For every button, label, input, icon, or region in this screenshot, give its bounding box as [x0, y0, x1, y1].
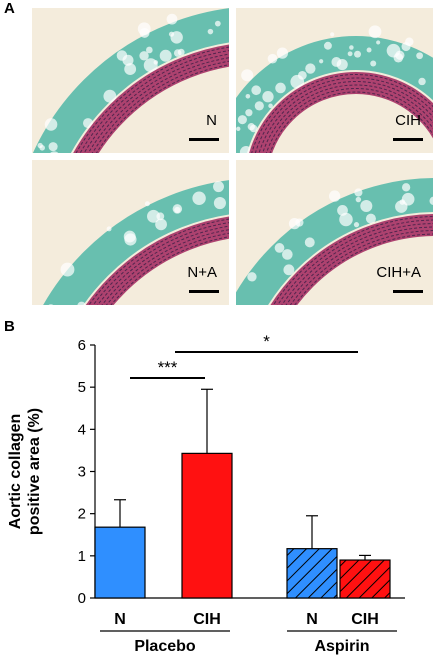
significance-label: *** [158, 358, 178, 377]
y-tick-label: 2 [78, 506, 86, 523]
micrograph-label: N [206, 112, 217, 129]
group-label: Aspirin [314, 638, 369, 655]
bar-3 [339, 559, 391, 599]
group-label: Placebo [134, 638, 196, 655]
bar-2 [286, 548, 338, 599]
scale-bar [393, 290, 423, 293]
micrograph-n-a: N+A [32, 160, 229, 305]
micrograph-label: N+A [187, 264, 217, 281]
y-tick-label: 4 [78, 421, 86, 438]
micrograph-cih-a: CIH+A [236, 160, 433, 305]
scale-bar [189, 138, 219, 141]
micrograph-label: CIH [395, 112, 421, 129]
y-tick-label: 1 [78, 548, 86, 565]
y-tick-label: 6 [78, 337, 86, 354]
category-label: N [306, 611, 318, 628]
micrograph-image [236, 8, 433, 153]
scale-bar [189, 290, 219, 293]
micrograph-n: N [32, 8, 229, 153]
scale-bar [393, 138, 423, 141]
micrograph-cih: CIH [236, 8, 433, 153]
category-label: CIH [351, 611, 379, 628]
micrograph-image [32, 160, 229, 305]
y-axis-label: positive area (%) [26, 408, 43, 535]
bar-0 [94, 526, 146, 599]
micrograph-image [32, 8, 229, 153]
panel-a-letter: A [4, 0, 15, 17]
y-tick-label: 3 [78, 464, 86, 481]
category-label: CIH [193, 611, 221, 628]
micrograph-image [236, 160, 433, 305]
panel-b-letter: B [4, 318, 15, 335]
bar-1 [181, 452, 233, 599]
y-axis-label: Aortic collagen [7, 414, 24, 530]
category-label: N [114, 611, 126, 628]
micrograph-label: CIH+A [376, 264, 421, 281]
y-tick-label: 5 [78, 379, 86, 396]
significance-label: * [263, 332, 270, 351]
y-tick-label: 0 [78, 590, 86, 607]
